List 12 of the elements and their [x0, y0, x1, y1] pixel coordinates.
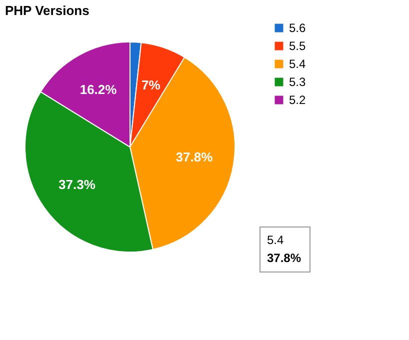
data-label: 37.3%	[58, 176, 96, 192]
chart-title: PHP Versions	[5, 3, 90, 18]
legend-label: 5.2	[289, 93, 306, 107]
legend-label: 5.4	[289, 57, 306, 71]
legend-label: 5.5	[289, 39, 306, 53]
legend-label: 5.3	[289, 75, 306, 89]
data-label: 16.2%	[80, 82, 118, 98]
slice-label: 5.4	[267, 233, 284, 247]
data-label: 37.8%	[176, 150, 214, 165]
text: 37.8%	[267, 251, 302, 265]
legend-label: 5.6	[289, 21, 306, 35]
data-label: 7%	[141, 77, 161, 92]
